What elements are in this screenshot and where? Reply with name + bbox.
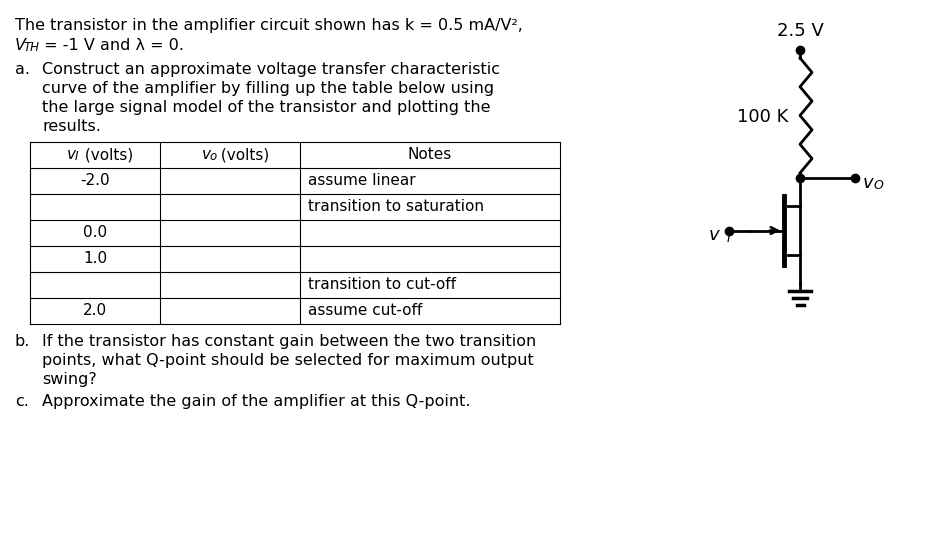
Text: assume linear: assume linear: [308, 173, 416, 188]
Text: v: v: [66, 147, 76, 162]
Text: I: I: [727, 232, 730, 245]
Text: curve of the amplifier by filling up the table below using: curve of the amplifier by filling up the…: [42, 81, 494, 96]
Text: The transistor in the amplifier circuit shown has k = 0.5 mA/V²,: The transistor in the amplifier circuit …: [15, 18, 523, 33]
Text: 2.5 V: 2.5 V: [776, 22, 824, 40]
Text: O: O: [873, 179, 883, 192]
Text: (volts): (volts): [80, 147, 134, 162]
Text: o: o: [209, 150, 217, 163]
Text: 2.0: 2.0: [83, 303, 107, 318]
Text: the large signal model of the transistor and plotting the: the large signal model of the transistor…: [42, 100, 490, 115]
Text: b.: b.: [15, 334, 31, 349]
Text: assume cut-off: assume cut-off: [308, 303, 422, 318]
Text: c.: c.: [15, 394, 29, 409]
Text: Notes: Notes: [408, 147, 452, 162]
Text: Construct an approximate voltage transfer characteristic: Construct an approximate voltage transfe…: [42, 62, 500, 77]
Text: results.: results.: [42, 119, 101, 134]
Text: TH: TH: [24, 41, 40, 54]
Text: 1.0: 1.0: [83, 251, 107, 266]
Text: points, what Q-point should be selected for maximum output: points, what Q-point should be selected …: [42, 353, 533, 368]
Text: Approximate the gain of the amplifier at this Q-point.: Approximate the gain of the amplifier at…: [42, 394, 471, 409]
Text: 0.0: 0.0: [83, 225, 107, 240]
Text: transition to cut-off: transition to cut-off: [308, 277, 456, 292]
Text: If the transistor has constant gain between the two transition: If the transistor has constant gain betw…: [42, 334, 536, 349]
Text: 100 K: 100 K: [737, 108, 788, 126]
Text: -2.0: -2.0: [80, 173, 110, 188]
Text: swing?: swing?: [42, 372, 97, 387]
Text: = -1 V and λ = 0.: = -1 V and λ = 0.: [39, 38, 184, 53]
Text: v: v: [863, 174, 873, 192]
Text: a.: a.: [15, 62, 30, 77]
Text: (volts): (volts): [216, 147, 269, 162]
Text: v: v: [202, 147, 210, 162]
Text: V: V: [15, 38, 26, 53]
Text: I: I: [75, 150, 78, 163]
Text: v: v: [708, 225, 719, 244]
Text: transition to saturation: transition to saturation: [308, 199, 484, 214]
